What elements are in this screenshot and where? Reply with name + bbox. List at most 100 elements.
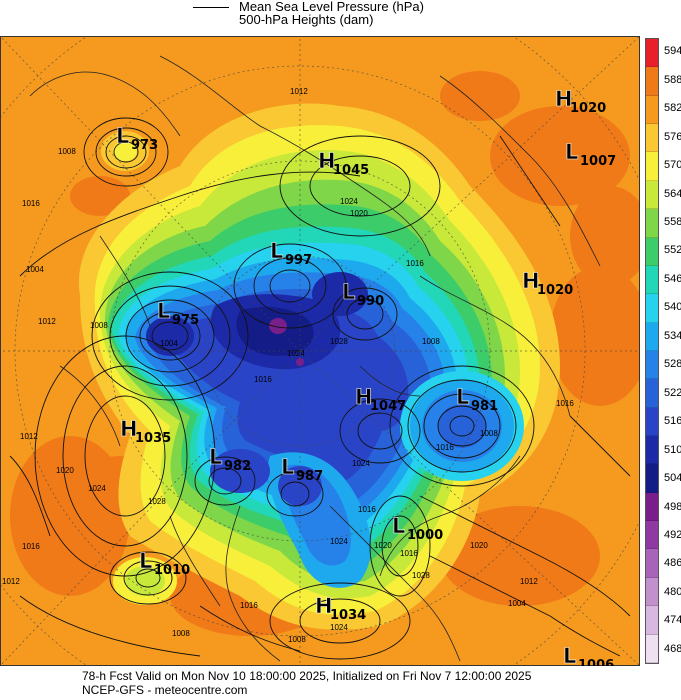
system-letter: H — [315, 594, 333, 618]
system-letter: L — [281, 455, 294, 479]
low-pressure-center: L 990 — [342, 280, 384, 309]
system-letter: L — [456, 385, 469, 409]
isobar-value-label: 1024 — [287, 349, 305, 358]
isobar-value-label: 1012 — [2, 577, 20, 586]
isobar-value-label: 1020 — [350, 209, 368, 218]
colorbar-label: 540 — [664, 301, 681, 314]
system-letter: H — [522, 269, 540, 293]
system-letter: L — [157, 299, 170, 323]
colorbar-label: 492 — [664, 528, 681, 541]
graticule — [0, 36, 640, 666]
isobar-value-label: 1024 — [340, 197, 358, 206]
colorbar-label: 522 — [664, 386, 681, 399]
isobar-value-label: 1008 — [58, 147, 76, 156]
isobar-value-label: 1008 — [480, 429, 498, 438]
colorbar-label: 486 — [664, 557, 681, 570]
colorbar-label: 516 — [664, 415, 681, 428]
colorbar-label: 552 — [664, 244, 681, 257]
colorbar-label: 504 — [664, 472, 681, 485]
isobar-value-label: 1016 — [240, 601, 258, 610]
system-pressure-value: 997 — [285, 253, 312, 268]
legend-mslp-label: Mean Sea Level Pressure (hPa) — [239, 0, 424, 14]
isobar-value-label: 1016 — [556, 399, 574, 408]
system-pressure-value: 1035 — [135, 431, 171, 446]
system-letter: H — [120, 417, 138, 441]
height-top-cell-570 — [113, 141, 137, 161]
colorbar-label: 570 — [664, 159, 681, 172]
isobar-labels: 1012 1008 1016 1024 1020 1016 1004 1012 1008 1004… — [2, 87, 574, 644]
system-pressure-value: 1006 — [578, 658, 614, 666]
colorbar-label: 582 — [664, 102, 681, 115]
low-pressure-center: L 982 — [209, 445, 251, 474]
low-pressure-center: L 1000 — [392, 514, 443, 543]
colorbar-swatch — [646, 237, 658, 266]
system-pressure-value: 1020 — [537, 283, 573, 298]
colorbar-label: 474 — [664, 614, 681, 627]
colorbar-swatch — [646, 265, 658, 295]
colorbar-swatch — [646, 67, 658, 96]
colorbar-swatch — [646, 294, 658, 323]
isobar-value-label: 1004 — [508, 599, 526, 608]
colorbar-swatch — [646, 436, 658, 465]
system-letter: H — [355, 385, 373, 409]
isobar-value-label: 1028 — [148, 497, 166, 506]
height-left-cell-564 — [125, 566, 165, 596]
isobar-value-label: 1028 — [412, 571, 430, 580]
colorbar-swatch — [646, 209, 658, 238]
colorbar-label: 534 — [664, 329, 681, 342]
system-letter: L — [209, 445, 222, 469]
isobar-legend-line — [193, 7, 229, 8]
isobar-value-label: 1020 — [374, 541, 392, 550]
colorbar-swatch — [646, 464, 658, 493]
footer-valid-time: 78-h Fcst Valid on Mon Nov 10 18:00:00 2… — [82, 669, 532, 683]
isobar-value-label: 1028 — [330, 337, 348, 346]
isobar-value-label: 1008 — [288, 635, 306, 644]
system-pressure-value: 1000 — [407, 528, 443, 543]
colorbar-label: 546 — [664, 272, 681, 285]
system-pressure-value: 981 — [471, 399, 498, 414]
isobar-value-label: 1016 — [358, 505, 376, 514]
system-letter: H — [555, 87, 573, 111]
colorbar-label: 558 — [664, 215, 681, 228]
system-pressure-value: 990 — [357, 294, 384, 309]
colorbar-label: 564 — [664, 187, 681, 200]
colorbar-label: 528 — [664, 358, 681, 371]
colorbar-swatch — [646, 180, 658, 210]
system-pressure-value: 987 — [296, 469, 323, 484]
colorbar-label: 588 — [664, 73, 681, 86]
height-498-center — [269, 318, 287, 334]
isobar-value-label: 1012 — [520, 577, 538, 586]
colorbar-label: 498 — [664, 500, 681, 513]
colorbar-swatch — [646, 577, 658, 607]
isobar-value-label: 1024 — [330, 623, 348, 632]
footer-source: NCEP-GFS - meteocentre.com — [82, 683, 248, 697]
system-letter: L — [270, 239, 283, 263]
system-pressure-value: 1047 — [370, 399, 406, 414]
system-pressure-value: 1010 — [154, 563, 190, 578]
isobar-value-label: 1012 — [290, 87, 308, 96]
system-pressure-value: 973 — [131, 138, 158, 153]
isobar-value-label: 1008 — [90, 321, 108, 330]
colorbar-label: 480 — [664, 585, 681, 598]
colorbar-swatch — [646, 39, 658, 68]
colorbar-swatch — [646, 124, 658, 153]
colorbar-swatch — [646, 350, 658, 380]
isobar-value-label: 1012 — [38, 317, 56, 326]
colorbar-swatch — [646, 549, 658, 578]
system-pressure-value: 975 — [172, 313, 199, 328]
system-letter: L — [565, 140, 578, 164]
isobar-value-label: 1024 — [352, 459, 370, 468]
colorbar-label: 468 — [664, 642, 681, 655]
isobar-value-label: 1012 — [20, 432, 38, 441]
isobar-value-label: 1004 — [26, 265, 44, 274]
isobar-value-label: 1020 — [56, 466, 74, 475]
colorbar-swatch — [646, 634, 658, 663]
system-pressure-value: 1034 — [330, 608, 366, 623]
